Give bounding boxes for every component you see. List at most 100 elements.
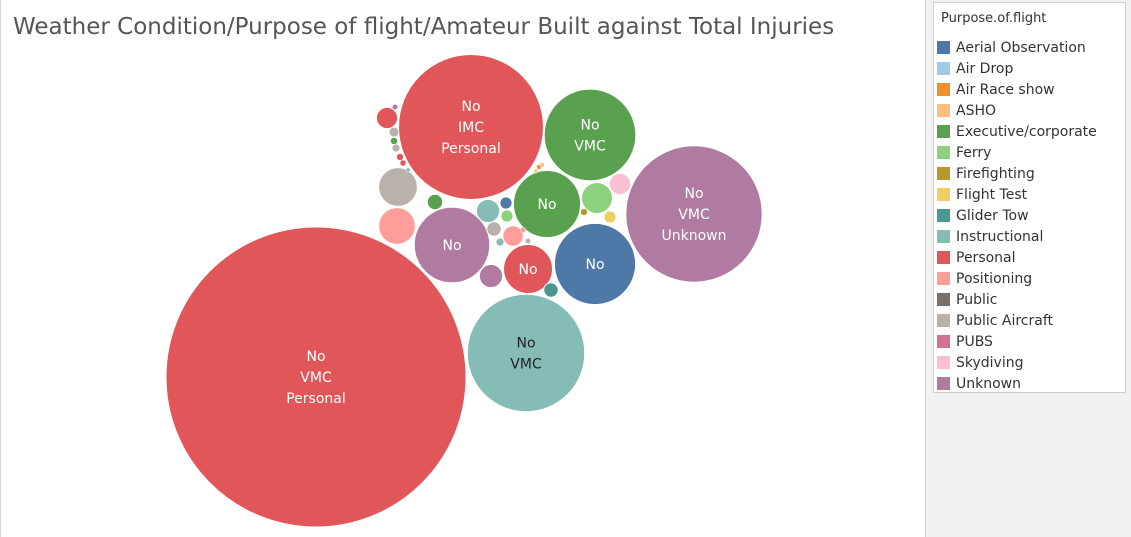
bubble-public-aircraft[interactable] [389,127,399,137]
legend-item-ferry[interactable]: Ferry [937,142,1097,163]
bubble-circle[interactable] [603,210,617,224]
bubble-positioning[interactable] [502,225,524,247]
bubble-public-aircraft[interactable] [391,143,401,153]
legend-item-public-aircraft[interactable]: Public Aircraft [937,310,1097,331]
bubble-circle[interactable] [398,54,544,200]
bubble-circle[interactable] [625,145,763,283]
legend-item-unknown[interactable]: Unknown [937,373,1097,394]
legend-items: Aerial Observation Air Drop Air Race show A… [937,37,1097,394]
bubble-circle[interactable] [426,193,444,211]
legend-swatch [937,209,950,222]
bubble-flight-test[interactable] [603,210,617,224]
bubble-circle[interactable] [543,282,559,298]
bubble-circle[interactable] [486,221,502,237]
bubble-circle[interactable] [503,244,553,294]
bubble-public-aircraft[interactable] [525,238,531,244]
bubble-circle[interactable] [392,104,398,110]
bubble-instructional[interactable] [405,167,411,173]
bubble-circle[interactable] [502,225,524,247]
legend-item-public[interactable]: Public [937,289,1097,310]
legend-pane: Purpose.of.flight Aerial Observation Air … [925,0,1131,537]
legend-item-firefighting[interactable]: Firefighting [937,163,1097,184]
legend-item-positioning[interactable]: Positioning [937,268,1097,289]
bubble-circle[interactable] [378,207,416,245]
bubble-unknown[interactable] [478,263,504,289]
bubble-ferry[interactable] [500,209,514,223]
bubble-instructional[interactable] [495,237,505,247]
legend-item-flight-test[interactable]: Flight Test [937,184,1097,205]
bubble-unknown[interactable] [392,104,398,110]
bubble-personal[interactable] [375,106,399,130]
bubble-chart: NoVMCPersonalNoIMCPersonalNoVMCUnknownNo… [165,54,763,528]
legend-item-air-race-show[interactable]: Air Race show [937,79,1097,100]
bubble-circle[interactable] [512,169,582,239]
bubble-glider-tow[interactable] [543,282,559,298]
legend-item-executive-corporate[interactable]: Executive/corporate [937,121,1097,142]
bubble-circle[interactable] [390,137,398,145]
bubble-firefighting[interactable] [580,208,588,216]
bubble-circle[interactable] [475,198,501,224]
bubble-circle[interactable] [405,167,411,173]
legend-item-aerial-observation[interactable]: Aerial Observation [937,37,1097,58]
bubble-unknown[interactable]: No [413,206,491,284]
bubble-skydiving[interactable] [608,172,632,196]
bubble-circle[interactable] [580,208,588,216]
legend-item-air-drop[interactable]: Air Drop [937,58,1097,79]
legend-swatch [937,272,950,285]
bubble-circle[interactable] [543,88,637,182]
bubble-public-aircraft[interactable] [378,167,418,207]
legend-swatch [937,335,950,348]
legend-title: Purpose.of.flight [941,11,1047,26]
bubble-circle[interactable] [539,162,545,168]
bubble-circle[interactable] [165,226,467,528]
legend-swatch [937,377,950,390]
legend-label: Glider Tow [956,207,1029,224]
bubble-circle[interactable] [399,159,407,167]
bubble-circle[interactable] [413,206,491,284]
bubble-circle[interactable] [478,263,504,289]
bubble-circle[interactable] [375,106,399,130]
legend-item-pubs[interactable]: PUBS [937,331,1097,352]
bubble-circle[interactable] [389,127,399,137]
bubble-circle[interactable] [500,209,514,223]
legend-item-glider-tow[interactable]: Glider Tow [937,205,1097,226]
bubble-aerial-observation[interactable]: No [553,222,637,306]
bubble-circle[interactable] [499,196,513,210]
bubble-personal[interactable] [396,153,404,161]
legend-item-asho[interactable]: ASHO [937,100,1097,121]
bubble-circle[interactable] [391,143,401,153]
legend-item-instructional[interactable]: Instructional [937,226,1097,247]
legend-label: Instructional [956,228,1044,245]
bubble-executive-corporate[interactable] [426,193,444,211]
bubble-flight-test[interactable] [533,168,539,174]
bubble-circle[interactable] [581,182,613,214]
bubble-ferry[interactable] [581,182,613,214]
bubble-circle[interactable] [466,293,586,413]
bubble-circle[interactable] [495,237,505,247]
legend-label: Executive/corporate [956,123,1097,140]
bubble-circle[interactable] [520,227,526,233]
legend-label: Skydiving [956,354,1024,371]
bubble-circle[interactable] [608,172,632,196]
bubble-personal[interactable] [399,159,407,167]
bubble-circle[interactable] [396,153,404,161]
bubble-circle[interactable] [525,238,531,244]
bubble-positioning[interactable] [520,227,526,233]
bubble-aerial-observation[interactable] [499,196,513,210]
legend-item-personal[interactable]: Personal [937,247,1097,268]
legend-item-skydiving[interactable]: Skydiving [937,352,1097,373]
bubble-circle[interactable] [553,222,637,306]
bubble-asho[interactable] [539,162,545,168]
bubble-circle[interactable] [533,168,539,174]
bubble-executive-corporate[interactable] [390,137,398,145]
bubble-positioning[interactable] [378,207,416,245]
legend-swatch [937,230,950,243]
bubble-public-aircraft[interactable] [486,221,502,237]
bubble-instructional[interactable] [475,198,501,224]
bubble-circle[interactable] [378,167,418,207]
